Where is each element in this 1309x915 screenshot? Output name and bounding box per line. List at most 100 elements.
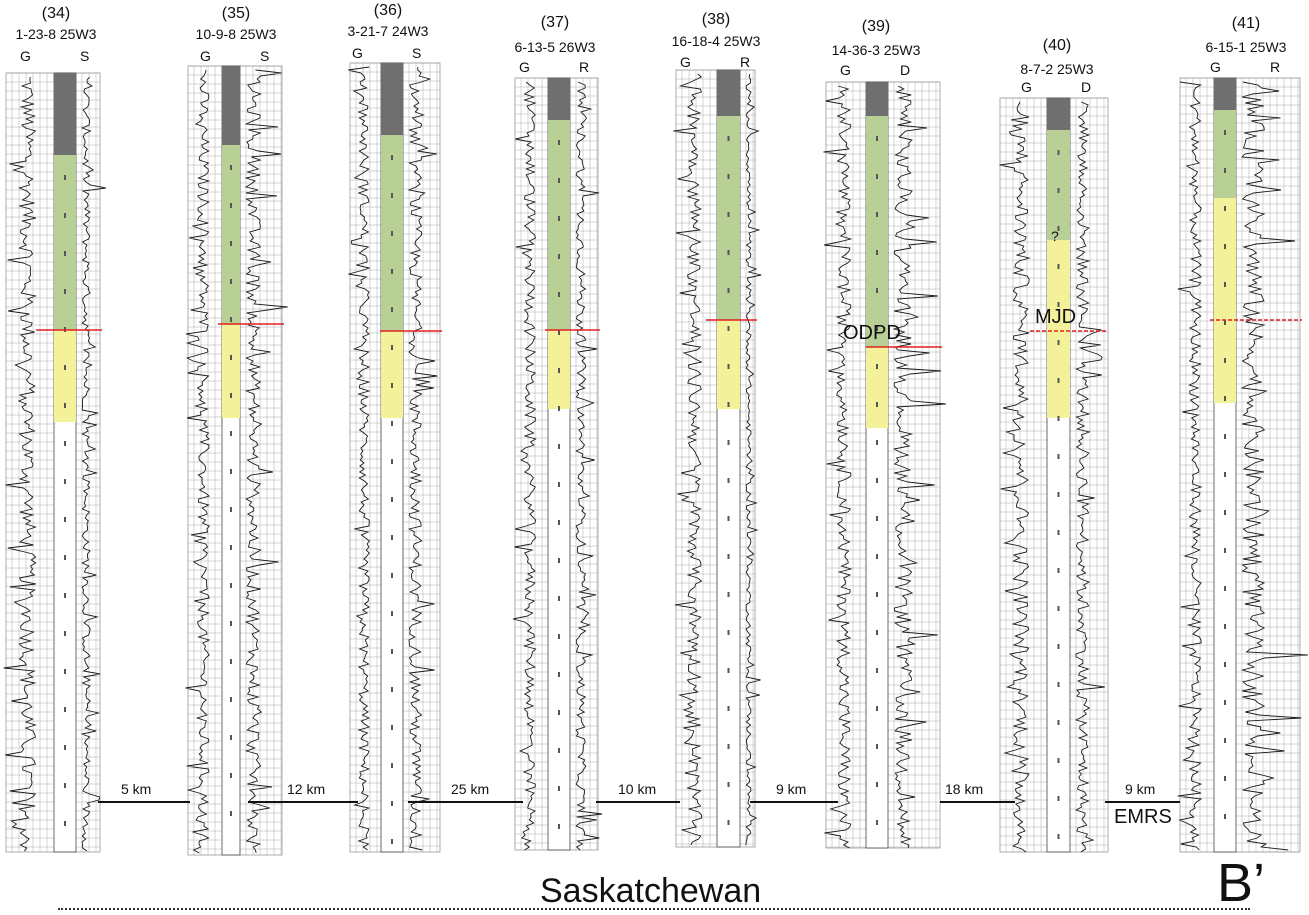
depth-tick — [391, 421, 393, 426]
depth-tick — [558, 596, 560, 601]
depth-tick — [558, 824, 560, 829]
depth-tick — [391, 307, 393, 312]
well-location: 8-7-2 25W3 — [1020, 61, 1094, 77]
depth-tick — [230, 773, 232, 778]
upper-unit — [1047, 98, 1070, 130]
depth-tick — [876, 364, 878, 369]
depth-tick — [1057, 416, 1060, 421]
depth-tick — [558, 292, 560, 297]
depth-tick — [876, 326, 878, 331]
depth-tick — [1224, 130, 1226, 135]
well-location: 10-9-8 25W3 — [195, 26, 277, 42]
depth-tick — [230, 659, 232, 664]
depth-tick — [727, 288, 730, 293]
depth-tick — [1224, 472, 1226, 477]
well-number: (36) — [373, 2, 403, 19]
log-code-left: G — [200, 48, 211, 64]
depth-tick — [558, 634, 560, 639]
depth-tick — [558, 330, 560, 335]
depth-tick — [558, 710, 560, 715]
well-location: 3-21-7 24W3 — [347, 23, 429, 39]
depth-tick — [876, 820, 878, 825]
depth-tick — [1057, 340, 1060, 345]
depth-tick — [876, 592, 878, 597]
distance-label: 12 km — [287, 781, 326, 797]
depth-tick — [1057, 758, 1060, 763]
gamma-trace — [185, 69, 211, 854]
depth-tick — [1057, 454, 1060, 459]
depth-tick — [558, 786, 560, 791]
resistivity-trace — [244, 69, 288, 854]
depth-tick — [64, 631, 66, 636]
depth-tick — [1224, 738, 1226, 743]
green-unit — [866, 116, 888, 347]
depth-tick — [727, 212, 730, 217]
depth-tick — [876, 554, 878, 559]
depth-tick — [727, 592, 730, 597]
depth-tick — [727, 820, 730, 825]
green-unit — [548, 120, 570, 330]
depth-tick — [876, 136, 878, 141]
depth-tick — [64, 441, 66, 446]
depth-tick — [727, 440, 730, 445]
depth-tick — [230, 621, 232, 626]
log-code-right: S — [260, 48, 270, 64]
depth-tick — [558, 748, 560, 753]
depth-tick — [727, 364, 730, 369]
well-number: (37) — [540, 14, 570, 31]
depth-tick — [1224, 282, 1226, 287]
upper-unit — [717, 70, 740, 116]
depth-tick — [558, 254, 560, 259]
depth-tick — [1057, 226, 1060, 231]
well-location: 14-36-3 25W3 — [831, 42, 921, 58]
depth-tick — [1057, 302, 1060, 307]
green-unit — [717, 116, 740, 320]
depth-tick — [1224, 586, 1226, 591]
depth-tick — [1224, 662, 1226, 667]
depth-tick — [230, 583, 232, 588]
depth-tick — [727, 630, 730, 635]
log-code-right: R — [740, 54, 751, 70]
depth-tick — [727, 402, 730, 407]
depth-tick — [230, 697, 232, 702]
depth-tick — [64, 479, 66, 484]
well-number: (40) — [1042, 37, 1072, 54]
depth-tick — [558, 520, 560, 525]
depth-tick — [558, 558, 560, 563]
depth-tick — [876, 288, 878, 293]
depth-tick — [558, 140, 560, 145]
log-panel — [675, 69, 756, 848]
gamma-trace — [3, 76, 38, 852]
depth-tick — [727, 782, 730, 787]
resistivity-trace — [80, 76, 106, 852]
depth-tick — [64, 593, 66, 598]
depth-tick — [558, 482, 560, 487]
depth-tick — [1057, 150, 1060, 155]
depth-tick — [727, 744, 730, 749]
depth-tick — [64, 175, 66, 180]
depth-tick — [1224, 700, 1226, 705]
depth-tick — [876, 250, 878, 255]
well-location: 1-23-8 25W3 — [15, 26, 97, 42]
depth-tick — [1057, 682, 1060, 687]
depth-tick — [1057, 834, 1060, 839]
depth-tick — [876, 402, 878, 407]
green-unit — [54, 155, 76, 330]
depth-tick — [391, 155, 393, 160]
depth-tick — [230, 811, 232, 816]
log-code-left: G — [1021, 79, 1032, 95]
resistivity-trace — [1075, 101, 1105, 853]
resistivity-trace — [892, 85, 946, 849]
depth-tick — [1224, 358, 1226, 363]
depth-tick — [391, 801, 393, 806]
depth-tick — [64, 821, 66, 826]
gamma-trace — [673, 73, 703, 846]
depth-tick — [230, 431, 232, 436]
log-code-left: G — [680, 54, 691, 70]
depth-tick — [230, 355, 232, 360]
depth-tick — [727, 706, 730, 711]
depth-tick — [391, 611, 393, 616]
resistivity-trace — [407, 67, 438, 851]
depth-tick — [230, 203, 232, 208]
